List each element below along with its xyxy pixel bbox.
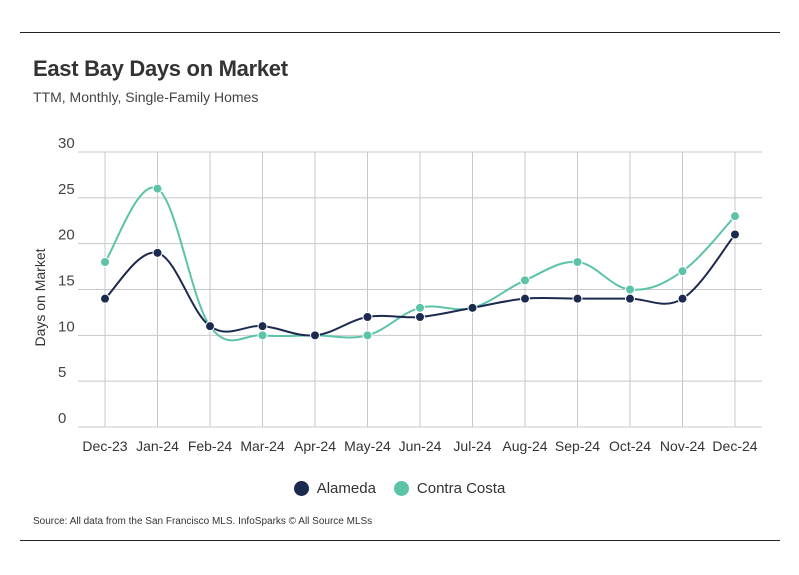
legend-item-contra-costa: Contra Costa (393, 480, 506, 497)
data-point-alameda (520, 293, 530, 304)
data-point-contra-costa (152, 183, 163, 194)
source-note: Source: All data from the San Francisco … (33, 516, 373, 527)
chart-legend: Alameda Contra Costa (0, 480, 799, 497)
x-tick-label: Nov-24 (660, 438, 705, 454)
x-tick-label: Sep-24 (555, 438, 600, 454)
legend-swatch-alameda (293, 481, 309, 496)
data-point-contra-costa (257, 330, 268, 341)
data-point-contra-costa (520, 275, 530, 286)
legend-swatch-contra-costa (393, 481, 409, 496)
x-tick-label: Jul-24 (453, 438, 491, 454)
data-point-alameda (257, 321, 268, 332)
legend-item-alameda: Alameda (293, 480, 376, 497)
data-point-contra-costa (625, 284, 635, 295)
y-tick-label: 25 (58, 181, 75, 198)
data-point-alameda (310, 330, 320, 341)
data-point-alameda (467, 302, 478, 313)
data-point-contra-costa (362, 330, 373, 341)
y-tick-label: 30 (58, 135, 75, 152)
line-chart: 0 5 10 15 20 25 30 Dec-23 Jan-24 Feb-24 Mar-24 Apr-… (32, 135, 762, 454)
y-tick-label: 20 (58, 227, 75, 244)
y-tick-label: 10 (58, 318, 75, 335)
legend-label-contra-costa: Contra Costa (416, 480, 506, 497)
y-tick-label: 15 (58, 273, 75, 290)
data-point-alameda (152, 247, 163, 258)
data-point-alameda (415, 312, 425, 322)
x-tick-label: Dec-23 (82, 438, 127, 454)
x-tick-label: Feb-24 (188, 438, 233, 454)
data-point-contra-costa (677, 266, 688, 277)
chart-subtitle: TTM, Monthly, Single-Family Homes (33, 89, 259, 105)
x-tick-label: Apr-24 (294, 438, 336, 454)
x-tick-label: Aug-24 (502, 438, 547, 454)
data-point-alameda (100, 293, 110, 304)
data-point-alameda (362, 312, 373, 322)
x-tick-label: Jun-24 (399, 438, 442, 454)
data-point-contra-costa (572, 257, 583, 267)
bottom-rule (20, 540, 780, 541)
data-point-contra-costa (100, 257, 110, 267)
data-point-alameda (572, 293, 583, 304)
y-tick-label: 5 (58, 364, 66, 381)
data-point-contra-costa (730, 211, 740, 222)
data-point-alameda (730, 229, 740, 240)
top-rule (20, 32, 780, 33)
data-point-alameda (677, 293, 688, 304)
x-tick-label: Oct-24 (609, 438, 651, 454)
x-tick-label: Mar-24 (240, 438, 285, 454)
chart-title: East Bay Days on Market (33, 56, 288, 81)
data-point-contra-costa (415, 302, 425, 313)
data-point-alameda (205, 321, 215, 332)
x-tick-label: May-24 (344, 438, 391, 454)
x-tick-label: Jan-24 (136, 438, 179, 454)
y-tick-label: 0 (58, 410, 66, 427)
legend-label-alameda: Alameda (316, 480, 376, 497)
x-tick-label: Dec-24 (712, 438, 757, 454)
data-point-alameda (625, 293, 635, 304)
y-axis-label: Days on Market (32, 248, 48, 346)
